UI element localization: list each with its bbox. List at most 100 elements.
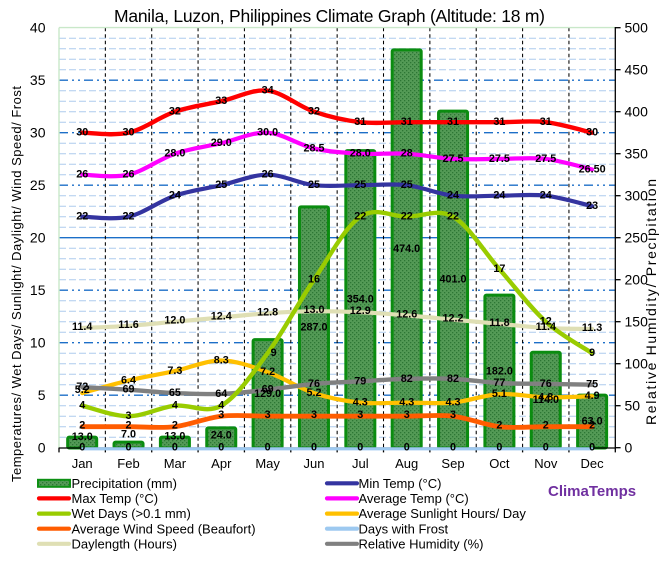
svg-text:500: 500: [625, 20, 649, 36]
svg-text:Average Sunlight Hours/ Day: Average Sunlight Hours/ Day: [359, 506, 527, 521]
svg-text:28.0: 28.0: [350, 148, 371, 160]
svg-text:3: 3: [125, 410, 131, 422]
svg-text:76: 76: [540, 378, 552, 390]
svg-text:13.0: 13.0: [303, 304, 324, 316]
svg-text:7.2: 7.2: [260, 366, 275, 378]
svg-text:16: 16: [308, 274, 320, 286]
svg-text:4.3: 4.3: [399, 397, 414, 409]
svg-text:35: 35: [30, 72, 46, 88]
svg-text:33: 33: [215, 95, 227, 107]
svg-text:27.5: 27.5: [442, 153, 463, 165]
svg-text:Daylength (Hours): Daylength (Hours): [72, 536, 178, 551]
svg-text:Relative Humidity (%): Relative Humidity (%): [359, 536, 484, 551]
svg-text:Average Temp (°C): Average Temp (°C): [359, 491, 469, 506]
svg-text:Manila, Luzon, Philippines Cli: Manila, Luzon, Philippines Climate Graph…: [114, 6, 545, 26]
svg-text:300: 300: [625, 188, 649, 204]
svg-text:9: 9: [271, 347, 277, 359]
svg-text:0: 0: [357, 442, 363, 454]
svg-text:114.0: 114.0: [533, 394, 559, 406]
svg-text:129.0: 129.0: [254, 388, 281, 400]
svg-text:200: 200: [625, 272, 649, 288]
svg-text:40: 40: [30, 20, 46, 36]
svg-text:30.0: 30.0: [257, 127, 278, 139]
svg-text:12.6: 12.6: [396, 308, 417, 320]
svg-text:4.3: 4.3: [445, 397, 460, 409]
svg-text:13.0: 13.0: [72, 431, 93, 443]
svg-text:13.0: 13.0: [164, 431, 185, 443]
svg-text:Aug: Aug: [395, 456, 418, 471]
svg-text:6.4: 6.4: [121, 375, 136, 387]
svg-text:24: 24: [169, 190, 181, 202]
svg-text:May: May: [255, 456, 280, 471]
svg-text:24.0: 24.0: [211, 429, 232, 441]
svg-text:79: 79: [354, 375, 366, 387]
svg-text:5.2: 5.2: [75, 384, 90, 396]
svg-text:0: 0: [38, 440, 46, 456]
svg-text:450: 450: [625, 62, 649, 78]
svg-text:25: 25: [401, 179, 413, 191]
svg-text:11.4: 11.4: [72, 321, 92, 333]
svg-text:77: 77: [493, 377, 505, 389]
svg-text:31: 31: [401, 116, 413, 128]
svg-text:Max Temp (°C): Max Temp (°C): [72, 491, 159, 506]
svg-text:31: 31: [540, 116, 552, 128]
svg-text:8.3: 8.3: [214, 355, 229, 367]
svg-text:Days with Frost: Days with Frost: [359, 521, 449, 536]
svg-text:30: 30: [76, 127, 88, 139]
svg-text:250: 250: [625, 230, 649, 246]
svg-text:287.0: 287.0: [300, 322, 327, 334]
svg-text:4: 4: [79, 400, 85, 412]
svg-text:7.3: 7.3: [167, 365, 182, 377]
svg-text:22: 22: [447, 211, 459, 223]
svg-text:Jul: Jul: [352, 456, 369, 471]
svg-text:354.0: 354.0: [347, 293, 374, 305]
svg-text:0: 0: [172, 442, 178, 454]
svg-text:32: 32: [169, 106, 181, 118]
svg-text:28.0: 28.0: [164, 148, 185, 160]
svg-text:0: 0: [496, 442, 502, 454]
svg-text:400: 400: [625, 104, 649, 120]
svg-text:69: 69: [122, 384, 134, 396]
svg-text:24: 24: [540, 190, 552, 202]
svg-text:25: 25: [354, 179, 366, 191]
svg-text:Relative Humidity/ Precipitati: Relative Humidity/ Precipitation: [643, 179, 659, 425]
svg-text:34: 34: [262, 85, 274, 97]
svg-text:3: 3: [404, 409, 410, 421]
svg-text:30: 30: [586, 127, 598, 139]
svg-text:64: 64: [215, 388, 227, 400]
svg-text:22: 22: [76, 211, 88, 223]
svg-text:5: 5: [38, 387, 46, 403]
svg-text:30: 30: [30, 125, 46, 141]
svg-text:4: 4: [172, 400, 178, 412]
svg-text:0: 0: [311, 442, 317, 454]
svg-text:31: 31: [493, 116, 505, 128]
svg-text:2: 2: [125, 420, 131, 432]
svg-text:Jun: Jun: [304, 456, 325, 471]
svg-text:26.50: 26.50: [579, 163, 606, 175]
svg-text:Oct: Oct: [489, 456, 510, 471]
svg-text:182.0: 182.0: [486, 366, 513, 378]
svg-text:3: 3: [450, 409, 456, 421]
svg-text:26: 26: [262, 169, 274, 181]
svg-text:0: 0: [543, 442, 549, 454]
svg-text:2: 2: [589, 420, 595, 432]
svg-text:Jan: Jan: [72, 456, 93, 471]
svg-text:31: 31: [447, 116, 459, 128]
svg-text:Nov: Nov: [534, 456, 558, 471]
svg-text:Temperatures/ Wet Days/ Sunlig: Temperatures/ Wet Days/ Sunlight/ Daylig…: [9, 86, 24, 482]
svg-text:15: 15: [30, 282, 46, 298]
svg-text:30: 30: [122, 127, 134, 139]
svg-text:350: 350: [625, 146, 649, 162]
svg-text:2: 2: [172, 420, 178, 432]
svg-text:28: 28: [401, 148, 413, 160]
svg-text:12.9: 12.9: [350, 305, 371, 317]
svg-text:23: 23: [586, 200, 598, 212]
svg-text:5.1: 5.1: [492, 388, 507, 400]
svg-text:Average Wind Speed (Beaufort): Average Wind Speed (Beaufort): [72, 521, 256, 536]
svg-text:2: 2: [543, 420, 549, 432]
svg-text:75: 75: [586, 379, 598, 391]
svg-text:82: 82: [447, 373, 459, 385]
svg-text:11.4: 11.4: [536, 321, 556, 333]
svg-text:22: 22: [401, 211, 413, 223]
svg-text:2: 2: [496, 420, 502, 432]
